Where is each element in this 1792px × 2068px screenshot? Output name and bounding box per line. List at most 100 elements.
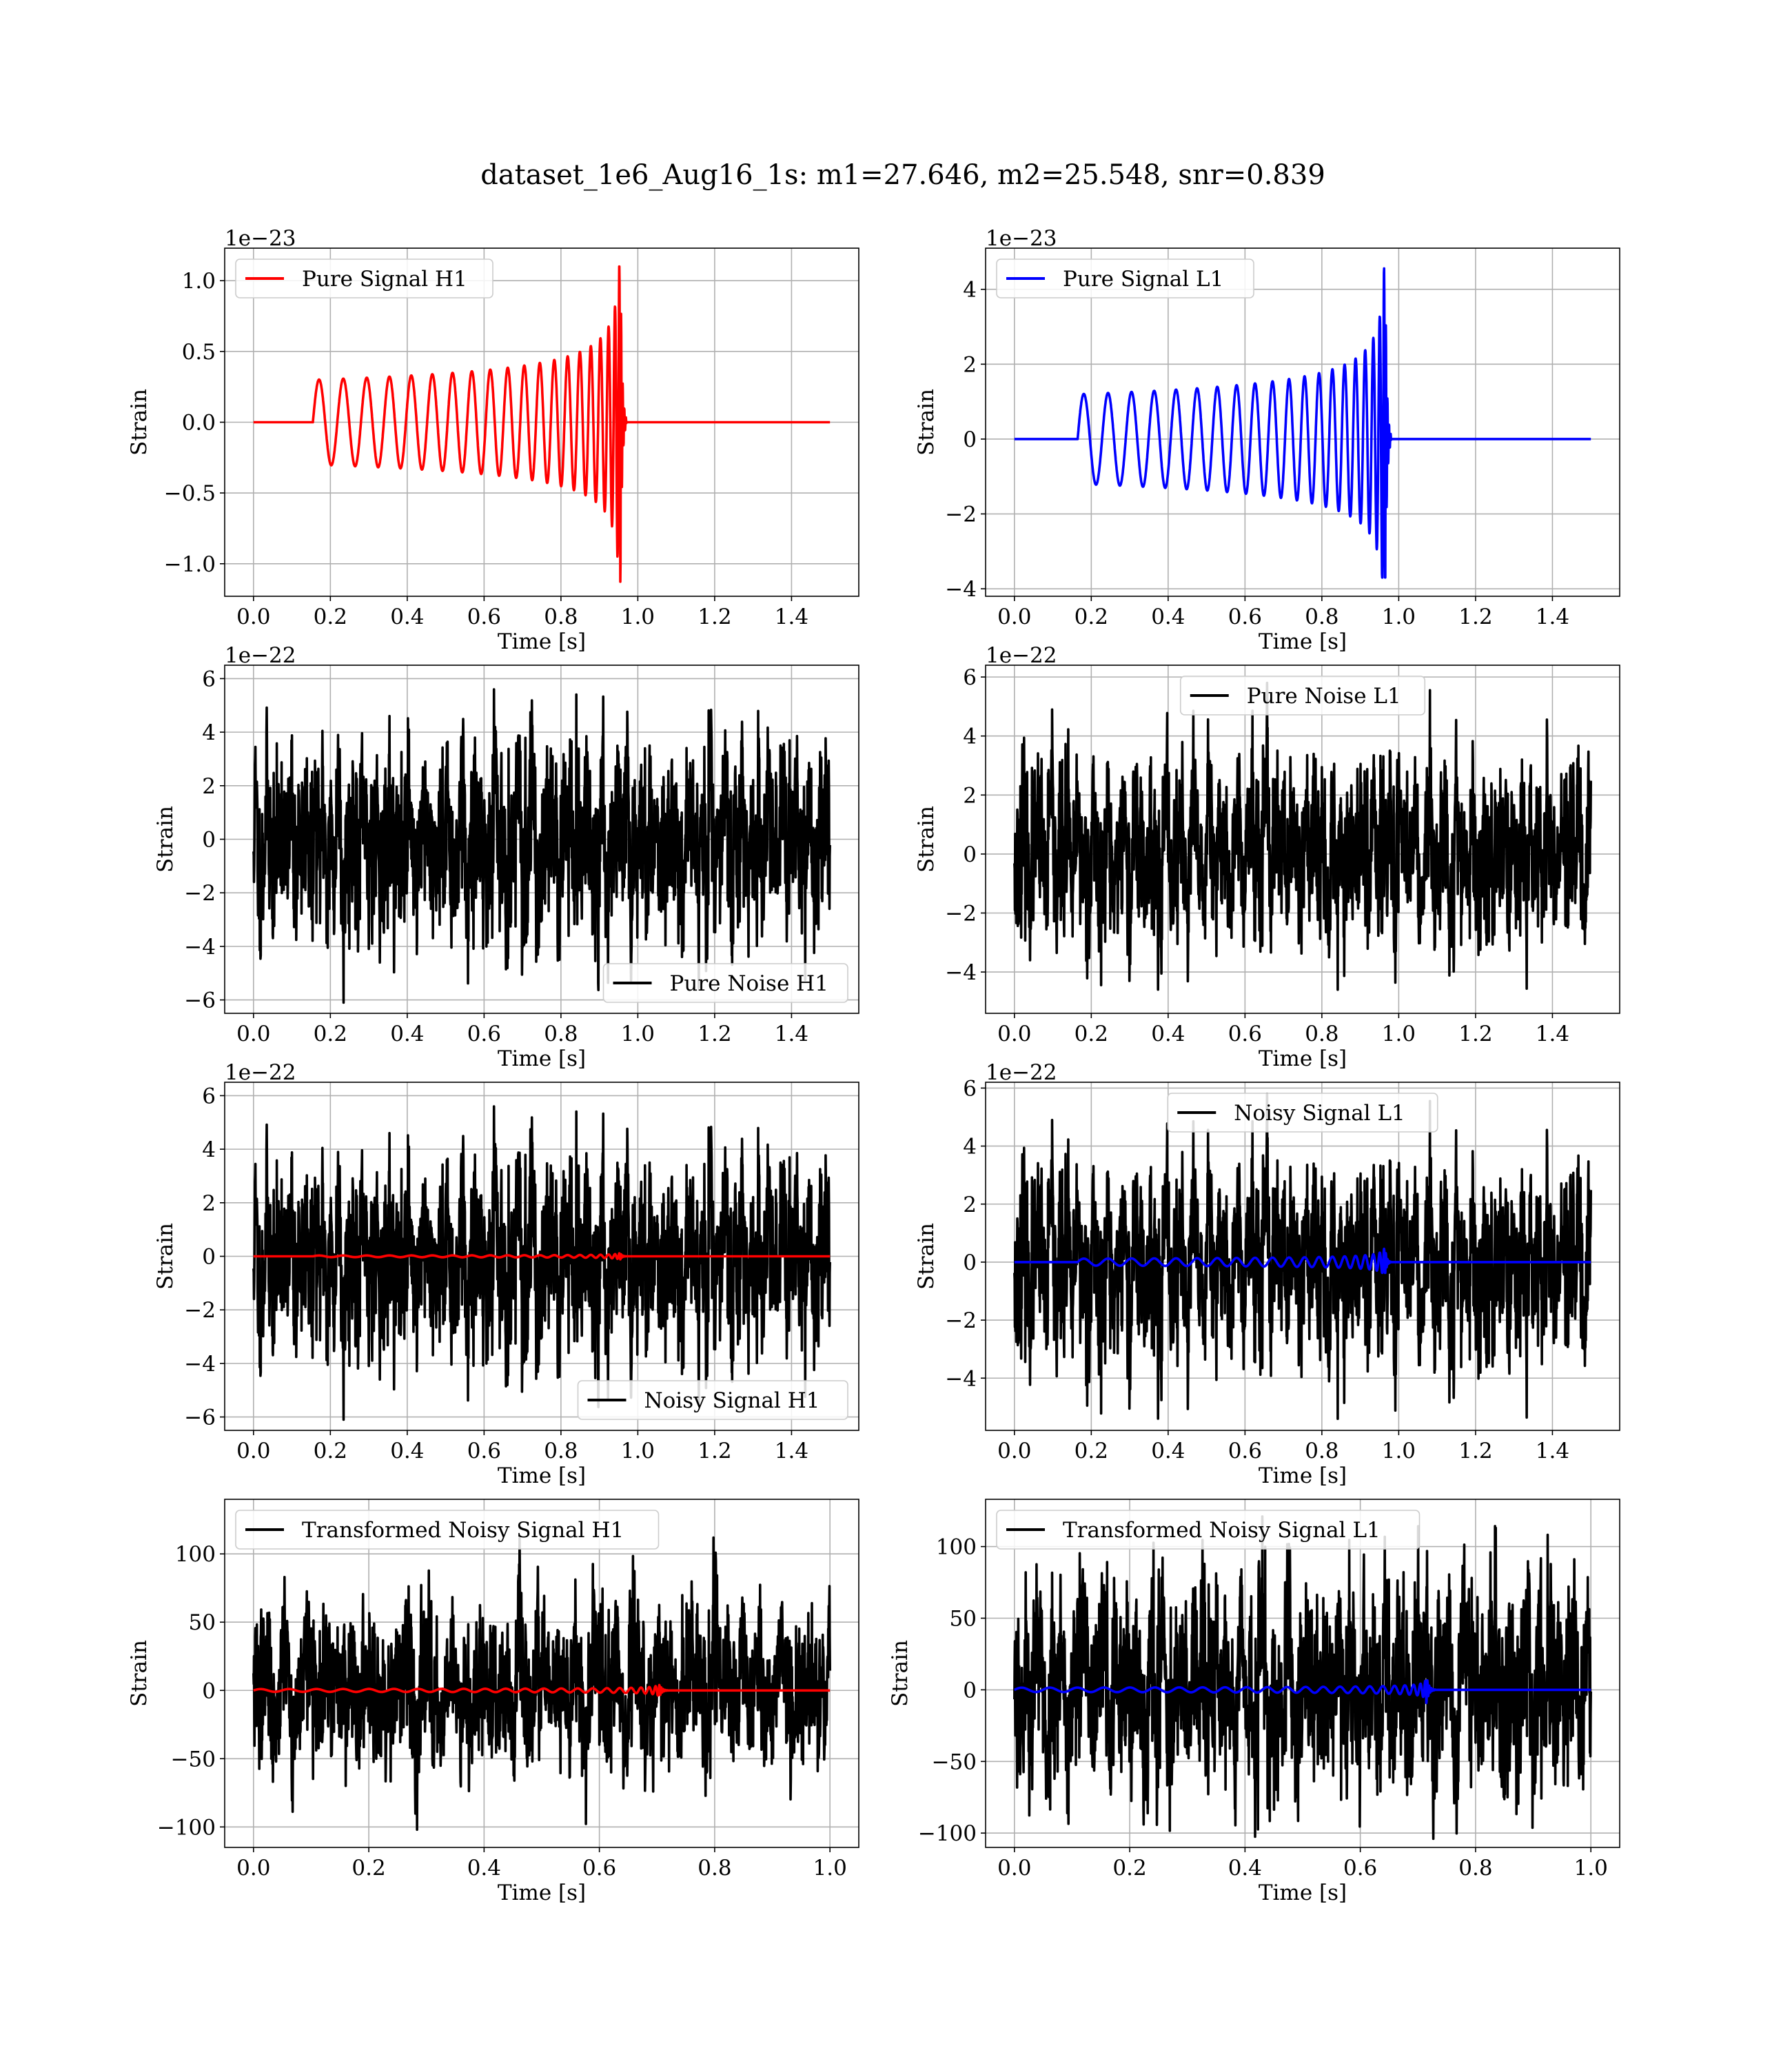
- y-tick-label: 50: [189, 1610, 216, 1635]
- y-tick-label: 50: [950, 1606, 977, 1631]
- y-tick-label: −50: [932, 1750, 977, 1774]
- x-tick-label: 0.4: [1151, 605, 1185, 629]
- series-line-2: [1013, 1679, 1592, 1705]
- y-tick-label: −4: [945, 960, 977, 985]
- series-line-1: [252, 265, 831, 583]
- series-line-1: [1013, 1515, 1592, 1841]
- x-tick-label: 0.8: [1305, 1439, 1338, 1463]
- series-line-1: [1013, 267, 1592, 579]
- x-tick-label: 1.4: [1536, 1439, 1569, 1463]
- x-tick-label: 1.2: [698, 1022, 731, 1046]
- plot-area: [1013, 1093, 1592, 1420]
- x-tick-label: 0.8: [544, 605, 578, 629]
- x-tick-label: 1.0: [621, 1439, 655, 1463]
- chart-pure-signal-l1: 0.0 0.2 0.4 0.6 0.8 1.0 1.2 1.4 −4 −2 0 2 4 1e−23 Time…: [914, 226, 1620, 654]
- y-tick-label: −2: [945, 503, 977, 527]
- series-line-2: [1013, 1247, 1592, 1275]
- x-tick-label: 0.2: [352, 1856, 385, 1881]
- y-tick-label: −100: [157, 1815, 216, 1840]
- legend-box: [577, 1380, 848, 1420]
- legend-box: [602, 963, 848, 1003]
- y-tick-label: 4: [963, 278, 977, 303]
- x-tick-label: 0.2: [1075, 605, 1108, 629]
- y-tick-label: −2: [184, 1298, 216, 1323]
- x-tick-label: 0.4: [1151, 1439, 1185, 1463]
- x-tick-label: 0.6: [1228, 1022, 1262, 1046]
- axis-offset-text: 1e−22: [225, 1060, 296, 1085]
- chart-transformed-noisy-signal-h1: 0.0 0.2 0.4 0.6 0.8 1.0 −100 −50 0 50 100 Time [s] S…: [127, 1499, 859, 1905]
- legend: Pure Signal L1: [996, 258, 1254, 298]
- plot-area: [1013, 1515, 1592, 1841]
- chart-pure-signal-h1: 0.0 0.2 0.4 0.6 0.8 1.0 1.2 1.4 −1.0 −0.5 0.0 0.5 1.…: [127, 226, 859, 654]
- x-tick-label: 1.2: [1458, 1022, 1492, 1046]
- y-tick-label: −1.0: [164, 552, 216, 577]
- x-tick-label: 1.4: [775, 1022, 808, 1046]
- x-tick-label: 1.4: [775, 1439, 808, 1463]
- plot-area: [1013, 681, 1592, 991]
- y-axis-label: Strain: [127, 1640, 152, 1707]
- chart-transformed-noisy-signal-l1: 0.0 0.2 0.4 0.6 0.8 1.0 −100 −50 0 50 100 Time [s] S…: [888, 1499, 1620, 1905]
- plot-area: [252, 1105, 831, 1421]
- x-tick-label: 0.0: [236, 1439, 270, 1463]
- y-tick-label: −4: [184, 935, 216, 960]
- y-tick-label: 2: [963, 352, 977, 377]
- plot-area: [252, 265, 831, 583]
- x-tick-label: 0.8: [698, 1856, 731, 1881]
- series-line-2: [252, 1252, 831, 1261]
- x-axis-label: Time [s]: [498, 629, 586, 654]
- y-tick-label: −100: [918, 1821, 977, 1846]
- y-axis-label: Strain: [153, 806, 178, 873]
- x-tick-label: 0.2: [314, 1022, 347, 1046]
- x-tick-label: 1.4: [775, 605, 808, 629]
- axes-frame: [985, 665, 1620, 1014]
- x-tick-label: 0.6: [467, 605, 501, 629]
- chart-pure-noise-h1: 0.0 0.2 0.4 0.6 0.8 1.0 1.2 1.4 −6 −4 −2 0 2 4 6 1e−22 T…: [153, 643, 859, 1071]
- x-tick-label: 0.2: [314, 1439, 347, 1463]
- x-tick-label: 0.8: [1458, 1856, 1492, 1881]
- legend: Pure Noise H1: [602, 963, 848, 1003]
- series-line-1: [252, 688, 831, 1004]
- x-tick-label: 1.0: [621, 605, 655, 629]
- x-tick-label: 0.4: [390, 605, 424, 629]
- x-tick-label: 0.6: [467, 1439, 501, 1463]
- legend-box: [1179, 676, 1426, 716]
- axes-frame: [985, 1499, 1620, 1848]
- chart-noisy-signal-h1: 0.0 0.2 0.4 0.6 0.8 1.0 1.2 1.4 −6 −4 −2 0 2 4 6 1e−22 T…: [153, 1060, 859, 1488]
- y-tick-label: 0.0: [182, 411, 216, 436]
- series-line-1: [252, 1536, 831, 1832]
- x-tick-label: 0.8: [1305, 605, 1338, 629]
- y-tick-label: 6: [202, 1084, 216, 1108]
- x-tick-label: 1.2: [698, 1439, 731, 1463]
- y-tick-label: 6: [963, 1076, 977, 1101]
- y-tick-label: 1.0: [182, 269, 216, 294]
- y-tick-label: 2: [202, 774, 216, 799]
- y-tick-label: 0: [963, 1250, 977, 1275]
- x-tick-label: 0.6: [1228, 605, 1262, 629]
- legend-label: Pure Noise H1: [670, 971, 828, 996]
- x-tick-label: 0.0: [997, 1022, 1031, 1046]
- y-tick-label: −6: [184, 989, 216, 1013]
- x-tick-label: 1.4: [1536, 1022, 1569, 1046]
- y-tick-label: −50: [171, 1747, 216, 1772]
- legend-box: [996, 1510, 1421, 1550]
- x-tick-label: 1.0: [1382, 1439, 1416, 1463]
- y-tick-label: 6: [963, 665, 977, 690]
- y-tick-label: 4: [963, 724, 977, 749]
- x-axis-label: Time [s]: [498, 1881, 586, 1905]
- y-tick-label: −4: [184, 1352, 216, 1377]
- y-axis-label: Strain: [888, 1640, 913, 1707]
- y-axis-label: Strain: [914, 389, 939, 456]
- x-tick-label: 0.0: [236, 1856, 270, 1881]
- y-axis-label: Strain: [914, 806, 939, 873]
- axes-frame: [224, 1499, 859, 1848]
- x-tick-label: 0.4: [467, 1856, 501, 1881]
- legend: Noisy Signal H1: [577, 1380, 848, 1420]
- y-tick-label: −4: [945, 1366, 977, 1391]
- series-line-2: [252, 1683, 831, 1697]
- axis-offset-text: 1e−22: [225, 643, 296, 668]
- y-tick-label: 2: [963, 783, 977, 808]
- x-tick-label: 0.4: [1151, 1022, 1185, 1046]
- x-tick-label: 0.0: [236, 1022, 270, 1046]
- x-tick-label: 0.0: [997, 1439, 1031, 1463]
